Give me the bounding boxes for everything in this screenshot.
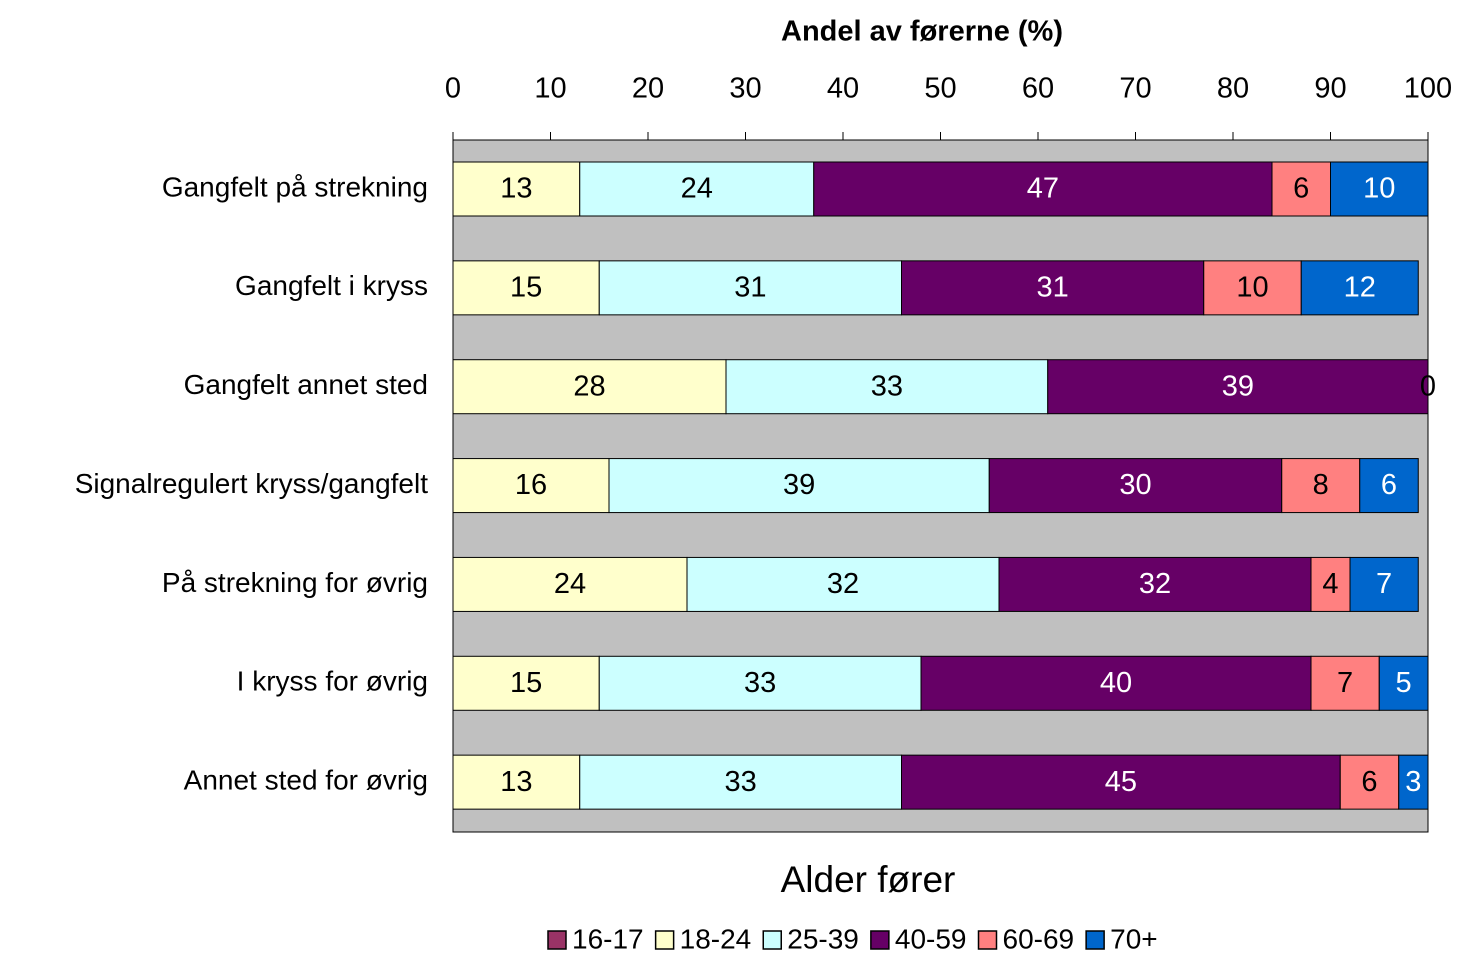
bar-segment bbox=[1330, 161, 1429, 217]
data-label: 0 bbox=[1420, 370, 1436, 402]
x-tick-label: 50 bbox=[924, 73, 956, 105]
data-label: 30 bbox=[1119, 469, 1151, 501]
data-label: 31 bbox=[1036, 272, 1068, 304]
data-label: 6 bbox=[1293, 173, 1309, 205]
bar-segment bbox=[1398, 754, 1429, 810]
bar-segment bbox=[598, 260, 902, 316]
y-tick-label: Signalregulert kryss/gangfelt bbox=[75, 468, 429, 499]
data-label: 24 bbox=[554, 568, 586, 600]
legend-label: 40-59 bbox=[895, 923, 967, 954]
bar-segment bbox=[598, 655, 922, 711]
legend-label: 16-17 bbox=[572, 923, 644, 954]
bar-segment bbox=[452, 161, 581, 217]
bar-segment bbox=[725, 359, 1049, 415]
bar-segment bbox=[1281, 458, 1361, 514]
data-label: 3 bbox=[1405, 766, 1421, 798]
data-label: 33 bbox=[744, 667, 776, 699]
x-tick-label: 80 bbox=[1217, 73, 1249, 105]
x-tick-label: 90 bbox=[1314, 73, 1346, 105]
x-tick-label: 10 bbox=[534, 73, 566, 105]
bar-segment bbox=[452, 260, 600, 316]
bar-segment bbox=[579, 161, 815, 217]
data-label: 39 bbox=[1222, 370, 1254, 402]
bar-segment bbox=[920, 655, 1312, 711]
y-tick-label: Gangfelt på strekning bbox=[162, 171, 428, 202]
data-label: 15 bbox=[510, 272, 542, 304]
legend-title: Alder fører bbox=[781, 859, 956, 900]
data-label: 32 bbox=[1139, 568, 1171, 600]
data-label: 8 bbox=[1313, 469, 1329, 501]
legend-label: 18-24 bbox=[680, 923, 752, 954]
bar-segment bbox=[579, 754, 902, 810]
data-label: 40 bbox=[1100, 667, 1132, 699]
bar-segment bbox=[901, 260, 1205, 316]
x-tick-label: 60 bbox=[1022, 73, 1054, 105]
legend-swatch bbox=[1085, 930, 1105, 950]
data-label: 7 bbox=[1376, 568, 1392, 600]
bar-segment bbox=[686, 556, 1000, 612]
bar-segment bbox=[901, 754, 1341, 810]
x-tick-label: 40 bbox=[827, 73, 859, 105]
bar-segment bbox=[1339, 754, 1400, 810]
bar-segment bbox=[1300, 260, 1419, 316]
bar-segment bbox=[1349, 556, 1419, 612]
legend-swatch bbox=[547, 930, 567, 950]
bar-segment bbox=[452, 359, 727, 415]
bar-segment bbox=[608, 458, 990, 514]
bar-segment bbox=[1271, 161, 1331, 217]
bar-segment bbox=[1359, 458, 1419, 514]
legend-label: 60-69 bbox=[1003, 923, 1075, 954]
data-label: 47 bbox=[1027, 173, 1059, 205]
data-label: 33 bbox=[871, 370, 903, 402]
legend-label: 70+ bbox=[1110, 923, 1158, 954]
data-label: 28 bbox=[573, 370, 605, 402]
data-label: 39 bbox=[783, 469, 815, 501]
y-tick-label: I kryss for øvrig bbox=[237, 666, 428, 697]
y-tick-label: Annet sted for øvrig bbox=[184, 765, 428, 796]
bar-segment bbox=[1047, 359, 1429, 415]
x-tick-label: 100 bbox=[1404, 73, 1452, 105]
data-label: 33 bbox=[724, 766, 756, 798]
data-label: 6 bbox=[1381, 469, 1397, 501]
x-tick-label: 0 bbox=[445, 73, 461, 105]
data-label: 5 bbox=[1396, 667, 1412, 699]
chart-title: Andel av førerne (%) bbox=[781, 16, 1063, 48]
legend-label: 25-39 bbox=[787, 923, 859, 954]
bar-segment bbox=[988, 458, 1283, 514]
data-label: 4 bbox=[1322, 568, 1338, 600]
data-label: 15 bbox=[510, 667, 542, 699]
data-label: 6 bbox=[1361, 766, 1377, 798]
bar-segment bbox=[452, 754, 581, 810]
x-tick-label: 70 bbox=[1119, 73, 1151, 105]
legend-swatch bbox=[977, 930, 998, 950]
bar-segment bbox=[813, 161, 1273, 217]
legend-swatch bbox=[654, 930, 675, 950]
data-label: 13 bbox=[500, 173, 532, 205]
y-tick-label: På strekning for øvrig bbox=[162, 567, 428, 598]
y-tick-label: Gangfelt annet sted bbox=[184, 369, 428, 400]
legend-swatch bbox=[870, 930, 890, 950]
y-tick-label: Gangfelt i kryss bbox=[235, 270, 428, 301]
bar-segment bbox=[1378, 655, 1429, 711]
data-label: 24 bbox=[681, 173, 713, 205]
data-label: 31 bbox=[734, 272, 766, 304]
data-label: 32 bbox=[827, 568, 859, 600]
bar-segment bbox=[452, 458, 610, 514]
legend-swatch bbox=[762, 930, 782, 950]
data-label: 16 bbox=[515, 469, 547, 501]
data-label: 10 bbox=[1236, 272, 1268, 304]
data-label: 7 bbox=[1337, 667, 1353, 699]
x-tick-label: 20 bbox=[632, 73, 664, 105]
bar-segment bbox=[452, 556, 688, 612]
bar-segment bbox=[998, 556, 1312, 612]
data-label: 12 bbox=[1344, 272, 1376, 304]
bar-segment bbox=[1203, 260, 1302, 316]
data-label: 45 bbox=[1105, 766, 1137, 798]
data-label: 13 bbox=[500, 766, 532, 798]
x-tick-label: 30 bbox=[729, 73, 761, 105]
data-label: 10 bbox=[1363, 173, 1395, 205]
